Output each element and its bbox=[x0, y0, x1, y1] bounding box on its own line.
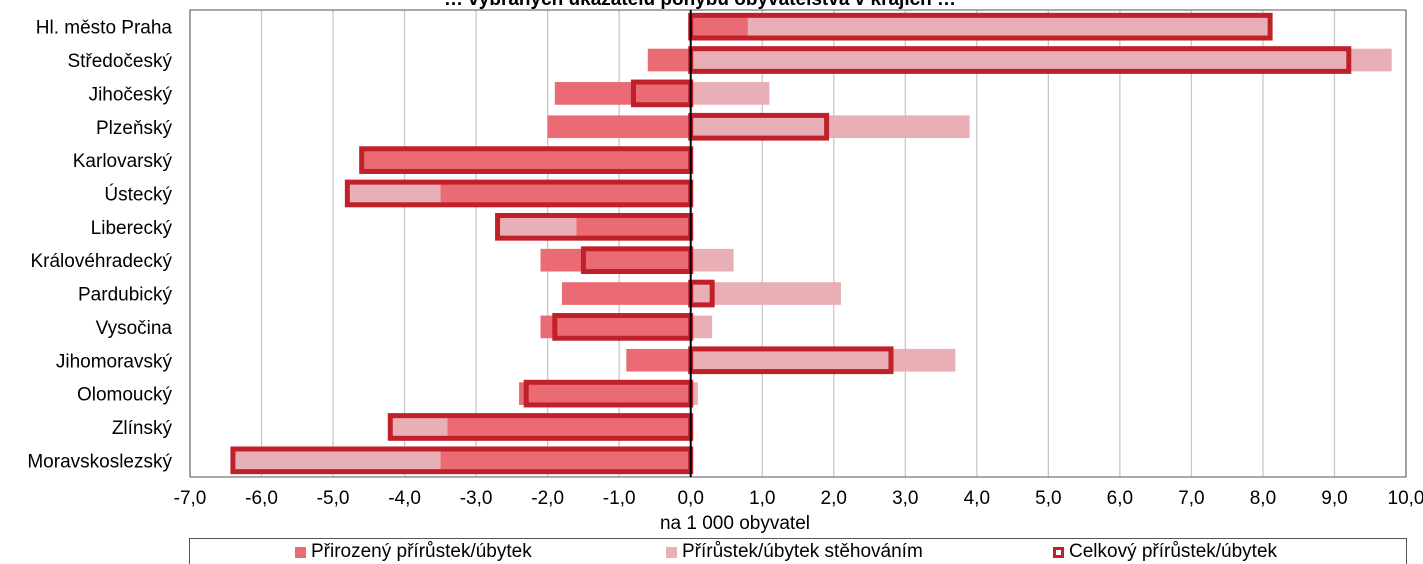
bar-natural bbox=[547, 115, 691, 139]
category-label: Liberecký bbox=[91, 218, 173, 239]
bar-natural bbox=[647, 48, 691, 72]
category-label: Plzeňský bbox=[96, 118, 173, 139]
x-tick-label: 1,0 bbox=[749, 488, 775, 509]
x-tick-label: 5,0 bbox=[1035, 488, 1061, 509]
bars bbox=[232, 15, 1392, 472]
gridlines bbox=[189, 9, 1407, 478]
category-label: Zlínský bbox=[112, 418, 173, 439]
plot-frame bbox=[189, 9, 1407, 478]
category-label: Královéhradecký bbox=[30, 251, 172, 272]
bar-natural bbox=[626, 348, 691, 372]
bar-natural bbox=[540, 248, 691, 272]
x-tick-label: 7,0 bbox=[1178, 488, 1204, 509]
legend-label-total: Celkový přírůstek/úbytek bbox=[1069, 541, 1278, 562]
bar-migration bbox=[232, 448, 441, 472]
bar-migration bbox=[497, 215, 577, 239]
bar-migration bbox=[690, 382, 698, 405]
category-label: Moravskoslezský bbox=[27, 451, 172, 472]
category-label: Jihočeský bbox=[89, 84, 173, 105]
legend-item-natural: Přirozený přírůstek/úbytek bbox=[295, 541, 532, 563]
bar-natural bbox=[361, 148, 691, 172]
x-tick-label: -4,0 bbox=[388, 488, 421, 509]
bar-migration bbox=[690, 315, 713, 339]
bar-natural bbox=[576, 215, 691, 239]
category-label: Ústecký bbox=[104, 183, 172, 205]
x-tick-label: 8,0 bbox=[1250, 488, 1276, 509]
x-tick-label: -7,0 bbox=[174, 488, 207, 509]
bar-migration bbox=[690, 48, 1392, 72]
x-tick-label: 10,0 bbox=[1388, 488, 1423, 509]
x-tick-label: 9,0 bbox=[1321, 488, 1347, 509]
category-label: Pardubický bbox=[78, 285, 172, 306]
x-tick-label: 3,0 bbox=[892, 488, 918, 509]
bar-migration bbox=[690, 248, 734, 272]
bar-migration bbox=[690, 115, 970, 139]
bar-natural bbox=[561, 282, 691, 305]
bar-natural bbox=[690, 15, 748, 39]
category-label: Jihomoravský bbox=[56, 351, 173, 372]
legend-swatch-natural bbox=[295, 546, 306, 558]
bar-natural bbox=[519, 382, 691, 405]
category-label: Vysočina bbox=[96, 318, 173, 339]
chart: … vybraných ukazatelů pohybu obyvatelstv… bbox=[27, 0, 1423, 534]
legend-item-total: Celkový přírůstek/úbytek bbox=[1053, 541, 1277, 563]
x-tick-label: -5,0 bbox=[317, 488, 350, 509]
bar-natural bbox=[440, 182, 691, 205]
legend-label-natural: Přirozený přírůstek/úbytek bbox=[311, 541, 532, 562]
legend-item-migration: Přírůstek/úbytek stěhováním bbox=[666, 541, 923, 563]
x-tick-label: -1,0 bbox=[603, 488, 636, 509]
bar-natural bbox=[447, 415, 691, 439]
x-tick-label: -2,0 bbox=[531, 488, 564, 509]
legend-swatch-total bbox=[1053, 546, 1064, 558]
category-label: Hl. město Praha bbox=[36, 18, 173, 39]
bar-natural bbox=[540, 315, 691, 339]
bar-migration bbox=[347, 182, 441, 205]
bar-migration bbox=[690, 282, 841, 305]
category-label: Olomoucký bbox=[77, 385, 173, 406]
x-tick-labels: -7,0 -6,0 -5,0 -4,0 -3,0 -2,0 -1,0 0,0 1,0 2,0 3,0… bbox=[174, 488, 1423, 509]
bar-migration bbox=[747, 15, 1271, 39]
x-axis-label: na 1 000 obyvatel bbox=[660, 513, 810, 534]
category-label: Karlovarský bbox=[73, 151, 173, 172]
legend: Přirozený přírůstek/úbytek Přírůstek/úby… bbox=[189, 538, 1407, 564]
x-tick-label: 4,0 bbox=[964, 488, 990, 509]
bar-natural bbox=[440, 448, 691, 472]
legend-swatch-migration bbox=[666, 546, 677, 558]
x-tick-label: -3,0 bbox=[460, 488, 493, 509]
bar-migration bbox=[390, 415, 448, 439]
chart-title: … vybraných ukazatelů pohybu obyvatelstv… bbox=[444, 0, 956, 10]
bar-natural bbox=[554, 82, 691, 105]
x-tick-label: 6,0 bbox=[1107, 488, 1133, 509]
category-label: Středočeský bbox=[67, 51, 172, 72]
bar-migration bbox=[690, 82, 770, 105]
total-outlines bbox=[230, 10, 1352, 477]
bar-migration bbox=[690, 348, 956, 372]
x-tick-label: -6,0 bbox=[245, 488, 278, 509]
category-labels: Hl. město Praha Středočeský Jihočeský Plzeň… bbox=[27, 18, 172, 473]
legend-label-migration: Přírůstek/úbytek stěhováním bbox=[682, 541, 923, 562]
x-tick-label: 2,0 bbox=[821, 488, 847, 509]
x-tick-label: 0,0 bbox=[677, 488, 703, 509]
